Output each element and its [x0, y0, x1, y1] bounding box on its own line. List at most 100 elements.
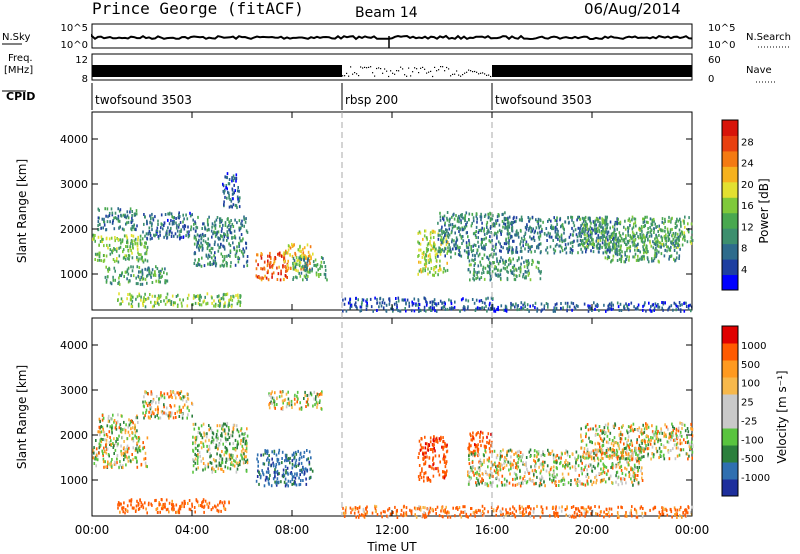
echo-cell	[515, 268, 518, 272]
echo-cell	[528, 219, 531, 223]
echo-cell	[589, 232, 592, 236]
echo-cell	[290, 403, 293, 407]
echo-cell	[587, 476, 590, 479]
echo-cell	[131, 210, 133, 213]
echo-cell	[617, 221, 620, 225]
echo-cell	[623, 260, 625, 264]
echo-cell	[171, 220, 174, 224]
power-panel-frame	[91, 111, 693, 311]
echo-cell	[618, 257, 621, 261]
echo-cell	[280, 480, 282, 484]
echo-cell	[462, 228, 465, 232]
echo-cell	[654, 252, 656, 255]
echo-cell	[439, 215, 442, 219]
echo-cell	[470, 245, 472, 248]
echo-cell	[164, 281, 167, 285]
echo-cell	[666, 249, 668, 253]
echo-cell	[299, 264, 301, 268]
echo-cell	[283, 253, 286, 257]
echo-cell	[178, 233, 181, 237]
echo-cell	[520, 246, 522, 250]
echo-cell	[277, 252, 279, 256]
echo-cell	[186, 296, 189, 300]
echo-cell	[110, 207, 113, 211]
echo-cell	[380, 304, 383, 308]
echo-cell	[429, 436, 432, 440]
echo-cell	[121, 300, 124, 303]
echo-cell	[265, 470, 268, 474]
echo-cell	[144, 414, 146, 418]
echo-cell	[204, 227, 206, 231]
echo-cell	[444, 232, 447, 236]
echo-cell	[304, 269, 307, 273]
echo-cell	[262, 453, 265, 457]
echo-cell	[537, 224, 540, 228]
echo-cell	[497, 230, 499, 234]
echo-cell	[511, 303, 513, 307]
echo-cell	[121, 506, 123, 510]
echo-cell	[552, 247, 555, 251]
echo-cell	[463, 249, 466, 253]
echo-cell	[443, 249, 445, 253]
echo-cell	[547, 305, 549, 309]
echo-cell	[498, 223, 501, 227]
nave-dot	[360, 66, 362, 68]
nave-dot	[448, 68, 450, 70]
echo-cell	[300, 267, 302, 271]
echo-cell	[664, 226, 666, 229]
echo-cell	[433, 266, 436, 270]
echo-cell	[467, 299, 470, 303]
echo-cell	[223, 305, 225, 309]
echo-cell	[207, 505, 210, 509]
echo-cell	[649, 241, 651, 245]
echo-cell	[604, 256, 607, 260]
echo-cell	[471, 298, 474, 301]
echo-cell	[514, 267, 517, 271]
echo-cell	[230, 261, 232, 265]
echo-cell	[597, 458, 600, 462]
echo-cell	[149, 407, 152, 411]
echo-cell	[223, 200, 225, 204]
echo-cell	[225, 184, 228, 187]
echo-cell	[614, 233, 616, 236]
echo-cell	[267, 478, 270, 482]
echo-cell	[209, 461, 212, 465]
echo-cell	[104, 207, 106, 211]
echo-cell	[628, 475, 631, 479]
echo-cell	[643, 251, 645, 255]
echo-cell	[111, 424, 113, 428]
echo-cell	[198, 258, 200, 261]
echo-cell	[587, 243, 590, 247]
echo-cell	[182, 225, 184, 229]
echo-cell	[93, 446, 95, 450]
echo-cell	[298, 407, 301, 411]
echo-cell	[429, 465, 432, 469]
echo-cell	[395, 301, 398, 304]
echo-cell	[281, 390, 283, 394]
echo-cell	[119, 238, 122, 242]
echo-cell	[142, 277, 145, 281]
echo-cell	[486, 440, 488, 444]
echo-cell	[561, 249, 564, 253]
echo-cell	[656, 252, 658, 256]
echo-cell	[647, 221, 649, 224]
echo-cell	[148, 226, 151, 230]
echo-cell	[452, 306, 454, 310]
echo-cell	[263, 260, 266, 264]
echo-cell	[125, 222, 127, 226]
freq-tick-lo: 8	[82, 74, 88, 85]
echo-cell	[468, 259, 471, 263]
echo-cell	[192, 448, 194, 452]
echo-cell	[99, 438, 102, 442]
echo-cell	[302, 247, 304, 251]
echo-cell	[233, 246, 235, 250]
echo-cell	[451, 240, 453, 244]
echo-cell	[425, 258, 427, 262]
echo-cell	[303, 253, 305, 257]
echo-cell	[96, 458, 99, 462]
echo-cell	[605, 239, 607, 243]
echo-cell	[146, 465, 148, 469]
echo-cell	[299, 452, 302, 456]
echo-cell	[260, 254, 262, 258]
echo-cell	[629, 458, 631, 462]
